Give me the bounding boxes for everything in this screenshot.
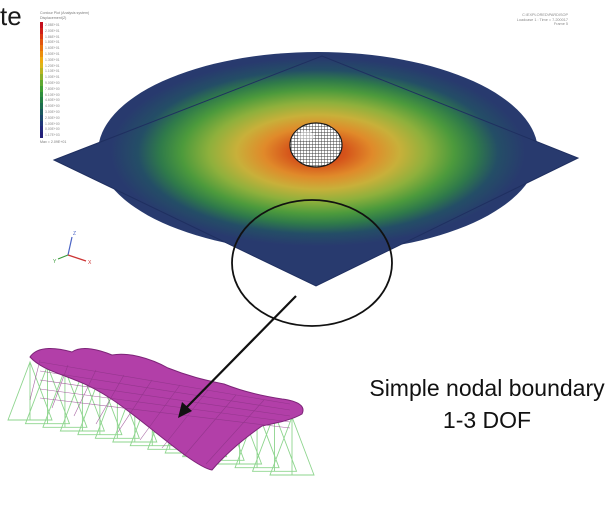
axis-y-label: Y: [53, 259, 57, 265]
legend-swatch: [40, 91, 43, 98]
legend-tick-label: 1.00E+00: [45, 121, 60, 126]
caption-line-2: 1-3 DOF: [442, 407, 532, 433]
legend-swatch: [40, 74, 43, 81]
zoomed-boundary-region: [29, 348, 304, 471]
legend-tick-label: 2.00E+01: [45, 28, 60, 33]
caption-line-1: Simple nodal boundary: [369, 375, 605, 401]
legend-tick-label: 6.10E+00: [45, 92, 60, 97]
legend-swatch: [40, 114, 43, 121]
contour-legend: Contour Plot (Analysis system) Displacem…: [36, 11, 106, 144]
solver-header-info: C:\EXPLORED\PARDISOP Loadcase 1 : Time =…: [517, 13, 568, 27]
header-line-3: Frame 5: [553, 22, 568, 27]
legend-tick-label: 7.80E+00: [45, 86, 60, 91]
cropped-heading-fragment: te: [0, 1, 22, 31]
displacement-contour-plate: [52, 52, 580, 287]
legend-title: Contour Plot (Analysis system): [40, 11, 90, 15]
legend-tick-label: 1.60E+01: [45, 46, 60, 51]
legend-tick-label: 4.60E+00: [45, 98, 60, 103]
legend-swatch: [40, 68, 43, 75]
legend-swatch: [40, 39, 43, 46]
legend-tick-label: 1.20E+01: [45, 63, 60, 68]
legend-tick-label: 2.08E+01: [45, 23, 60, 27]
legend-tick-label: 0.00E+00: [45, 127, 60, 132]
detail-callout-circle: [231, 199, 393, 327]
callout-arrow: [178, 295, 297, 418]
legend-swatch: [40, 33, 43, 40]
support-spring: [7, 360, 53, 421]
legend-tick-label: 1.86E+01: [45, 34, 60, 39]
legend-tick-label: 1.00E+01: [45, 75, 60, 80]
legend-swatch: [40, 22, 43, 28]
legend-swatch: [40, 103, 43, 110]
legend-subtitle: Displacement(Z): [40, 15, 67, 20]
support-spring: [269, 415, 315, 476]
legend-footer: Max = 2.09E+01: [40, 140, 67, 144]
legend-tick-label: 1.30E+01: [45, 57, 60, 62]
legend-swatch: [40, 80, 43, 86]
legend-swatch: [40, 45, 43, 52]
legend-tick-label: 2.50E+00: [45, 115, 60, 120]
legend-swatch: [40, 97, 43, 104]
legend-swatch: [40, 120, 43, 127]
header-line-1: C:\EXPLORED\PARDISOP: [522, 13, 568, 17]
legend-swatch: [40, 109, 43, 115]
axis-x-label: X: [88, 260, 92, 266]
impactor-sphere: [289, 122, 343, 168]
support-spring: [24, 364, 71, 425]
legend-swatch: [40, 126, 43, 133]
legend-swatch: [40, 56, 43, 63]
legend-tick-label: 1.50E+01: [45, 52, 60, 56]
axis-z-label: Z: [73, 231, 76, 237]
legend-swatch: [40, 27, 43, 34]
legend-tick-label: 9.00E+00: [45, 81, 60, 85]
legend-tick-label: 1.10E+01: [45, 69, 60, 74]
legend-tick-label: 4.00E+00: [45, 104, 60, 109]
legend-swatch: [40, 51, 43, 57]
header-line-2: Loadcase 1 : Time = 7.200017: [516, 17, 568, 22]
support-spring: [42, 368, 88, 428]
legend-tick-label: 3.00E+00: [45, 110, 60, 114]
legend-swatch: [40, 85, 43, 92]
boundary-caption: Simple nodal boundary 1-3 DOF: [362, 372, 610, 436]
legend-tick-label: 1.17E+03: [45, 133, 60, 138]
legend-swatch: [40, 132, 43, 139]
axis-triad: Z X Y: [53, 231, 92, 266]
legend-swatch: [40, 62, 43, 69]
legend-tick-label: 1.80E+01: [45, 40, 60, 45]
